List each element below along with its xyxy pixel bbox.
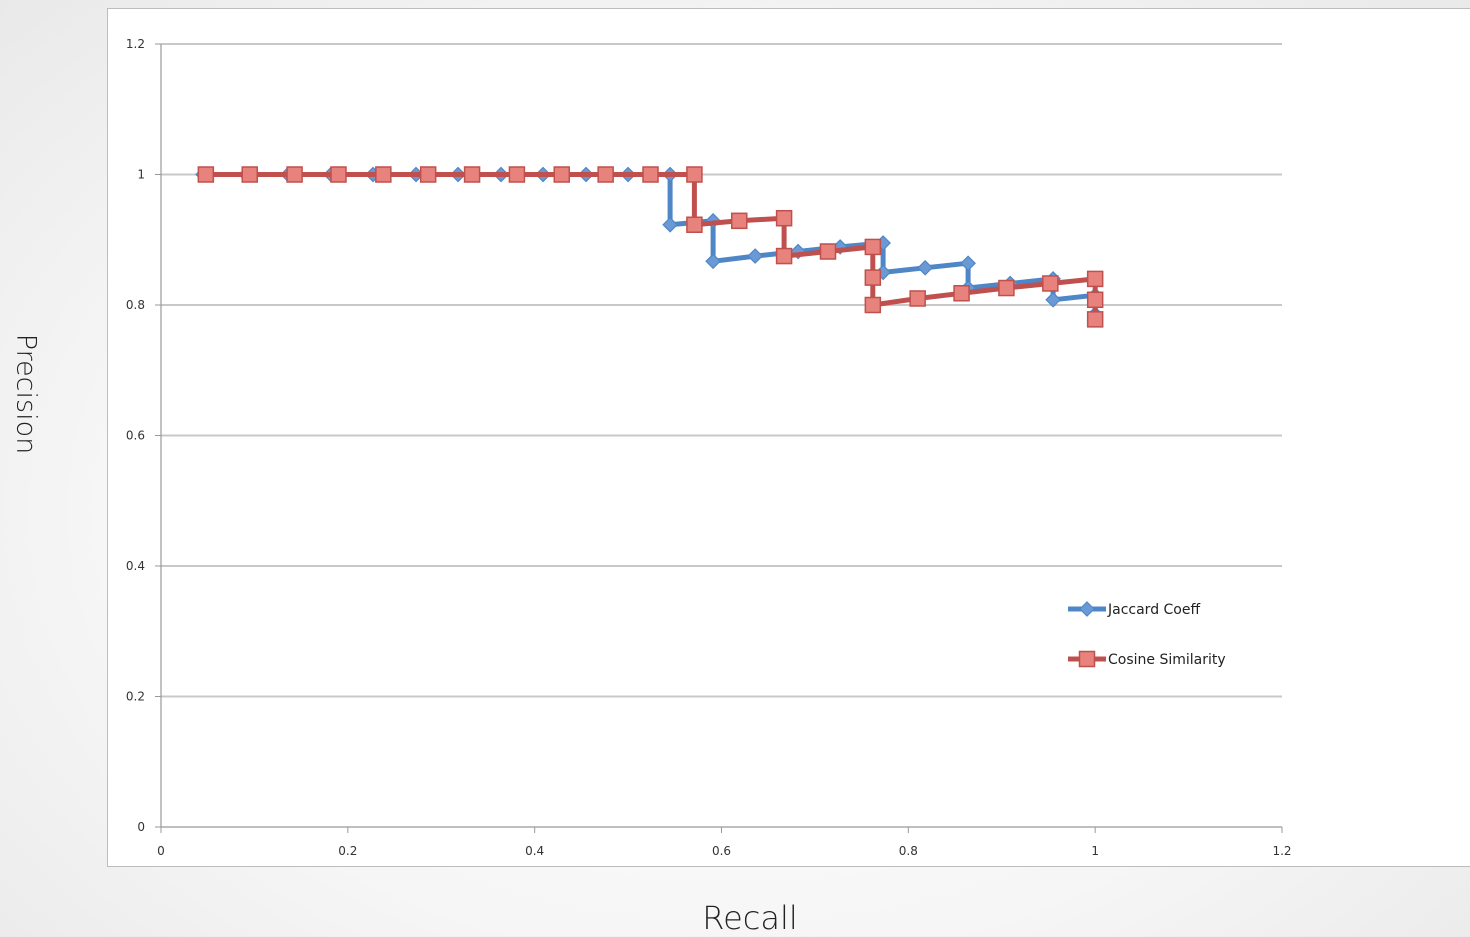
cosine-point (375, 166, 392, 183)
cosine-point (330, 166, 347, 183)
cosine-point (463, 166, 481, 183)
cosine-point (419, 166, 437, 183)
x-tick-label: 0 (157, 844, 165, 858)
chart-plot: 0 0.2 0.4 0.6 0.8 1 1.2 0 0.2 0.4 0.6 0.8 1 1.2 Jaccar… (126, 37, 1292, 858)
chart-area: 0 0.2 0.4 0.6 0.8 1 1.2 0 0.2 0.4 0.6 0.8 1 1.2 Jaccar… (107, 8, 1470, 867)
cosine-legend-label: Cosine Similarity (1108, 652, 1226, 668)
x-axis-title: Recall (702, 899, 798, 937)
jaccard-legend-marker (1079, 601, 1095, 617)
cosine-point (197, 166, 215, 183)
y-tick-label: 0.6 (126, 429, 145, 443)
x-tick-label: 1.2 (1272, 844, 1291, 858)
y-axis-title: Precision (10, 333, 42, 455)
cosine-point (508, 166, 526, 183)
cosine-point (819, 243, 837, 260)
x-tick-label: 1 (1091, 844, 1099, 858)
cosine-legend-marker (1078, 650, 1096, 668)
cosine-point (909, 290, 926, 307)
cosine-point (775, 209, 793, 227)
x-tick-label: 0.4 (525, 844, 544, 858)
cosine-point (686, 166, 703, 183)
cosine-point (686, 216, 703, 233)
jaccard-legend-label: Jaccard Coeff (1107, 602, 1200, 618)
x-tick-label: 0.2 (338, 844, 357, 858)
cosine-point (597, 166, 614, 183)
cosine-point (241, 166, 258, 183)
jaccard-point (1045, 291, 1061, 308)
cosine-point (730, 212, 748, 230)
y-tick-label: 0 (137, 820, 145, 834)
jaccard-point (662, 216, 678, 233)
cosine-point (642, 166, 659, 183)
x-tick-label: 0.8 (899, 844, 918, 858)
jaccard-point (747, 248, 763, 264)
cosine-point (998, 279, 1015, 297)
cosine-point (553, 166, 571, 183)
cosine-point (775, 247, 793, 265)
jaccard-point (960, 255, 976, 272)
cosine-point (286, 166, 303, 183)
y-tick-label: 0.4 (126, 559, 145, 573)
y-tick-label: 0.8 (126, 298, 145, 312)
y-tick-label: 0.2 (126, 690, 145, 704)
y-tick-label: 1.2 (126, 37, 145, 51)
cosine-point (864, 269, 882, 286)
x-tick-label: 0.6 (712, 844, 731, 858)
y-tick-label: 1 (137, 168, 145, 182)
cosine-point (1042, 275, 1059, 292)
cosine-point (864, 238, 882, 256)
cosine-point (1086, 311, 1104, 328)
jaccard-point (917, 259, 933, 276)
cosine-point (1086, 270, 1104, 288)
cosine-point (1086, 291, 1104, 309)
jaccard-point (705, 253, 721, 270)
cosine-point (864, 296, 882, 314)
cosine-point (953, 285, 970, 302)
